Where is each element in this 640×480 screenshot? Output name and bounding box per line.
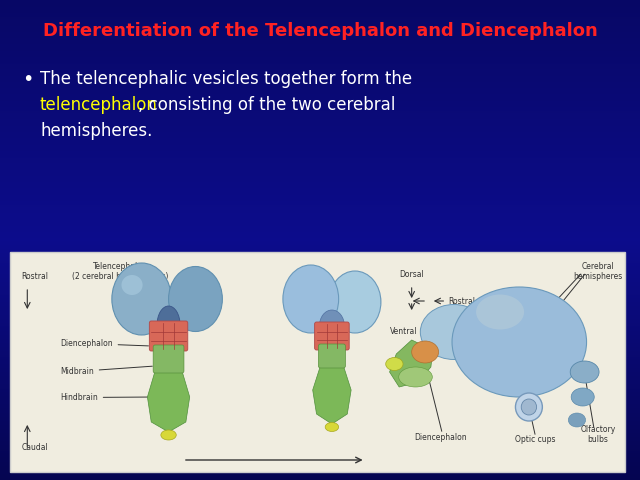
Text: Diencephalon: Diencephalon xyxy=(414,433,467,442)
Ellipse shape xyxy=(319,310,344,342)
Text: Telencephalon
(2 cerebral hemispheres): Telencephalon (2 cerebral hemispheres) xyxy=(72,262,169,293)
Text: hemispheres.: hemispheres. xyxy=(40,122,152,140)
Text: Differentiation of the Telencephalon and Diencephalon: Differentiation of the Telencephalon and… xyxy=(43,22,597,40)
Bar xyxy=(10,252,625,472)
Text: Ventral: Ventral xyxy=(390,327,418,336)
Ellipse shape xyxy=(521,399,536,415)
Text: Caudal: Caudal xyxy=(22,443,48,452)
Ellipse shape xyxy=(122,275,143,295)
Text: Rostral: Rostral xyxy=(22,272,49,281)
Polygon shape xyxy=(390,340,433,387)
Polygon shape xyxy=(313,366,351,424)
Ellipse shape xyxy=(157,306,180,344)
FancyBboxPatch shape xyxy=(153,345,184,373)
Polygon shape xyxy=(147,371,189,432)
FancyBboxPatch shape xyxy=(319,344,346,368)
Ellipse shape xyxy=(420,304,488,360)
Ellipse shape xyxy=(329,271,381,333)
Ellipse shape xyxy=(570,361,599,383)
Ellipse shape xyxy=(515,393,542,421)
Text: •: • xyxy=(22,70,33,89)
FancyBboxPatch shape xyxy=(149,321,188,351)
Text: Caudal: Caudal xyxy=(356,297,383,305)
Text: Dorsal: Dorsal xyxy=(399,270,424,279)
FancyBboxPatch shape xyxy=(315,322,349,350)
Ellipse shape xyxy=(325,422,339,432)
Ellipse shape xyxy=(476,295,524,329)
Text: Rostral: Rostral xyxy=(448,297,475,305)
Text: Cerebral
hemispheres: Cerebral hemispheres xyxy=(573,262,623,281)
Ellipse shape xyxy=(568,413,586,427)
Text: telencephalon: telencephalon xyxy=(40,96,158,114)
Text: Diencephalon: Diencephalon xyxy=(60,339,148,348)
Text: Midbrain: Midbrain xyxy=(60,366,152,376)
Ellipse shape xyxy=(112,263,172,335)
Ellipse shape xyxy=(399,367,433,387)
Text: , consisting of the two cerebral: , consisting of the two cerebral xyxy=(138,96,396,114)
Ellipse shape xyxy=(161,430,176,440)
Ellipse shape xyxy=(283,265,339,333)
Ellipse shape xyxy=(168,266,222,332)
Text: Olfactory
bulbs: Olfactory bulbs xyxy=(580,425,616,444)
Ellipse shape xyxy=(571,388,595,406)
Ellipse shape xyxy=(412,341,438,363)
Ellipse shape xyxy=(452,287,587,397)
Ellipse shape xyxy=(386,358,403,371)
Text: The telencephalic vesicles together form the: The telencephalic vesicles together form… xyxy=(40,70,412,88)
Text: Hindbrain: Hindbrain xyxy=(60,393,154,402)
Text: Optic cups: Optic cups xyxy=(515,435,556,444)
